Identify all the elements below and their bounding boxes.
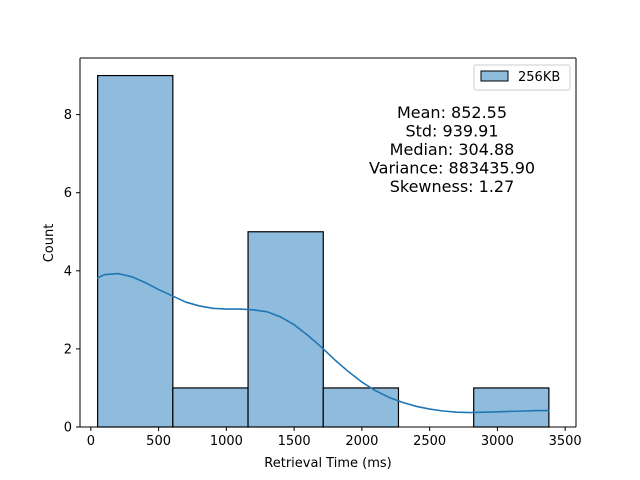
x-tick-label: 3000 bbox=[481, 434, 514, 449]
x-tick-label: 3500 bbox=[549, 434, 582, 449]
kde-line bbox=[96, 272, 550, 414]
histogram-bar bbox=[473, 387, 550, 428]
y-tick-label: 6 bbox=[64, 186, 72, 201]
stats-line: Skewness: 1.27 bbox=[390, 177, 515, 196]
x-tick-label: 1500 bbox=[278, 434, 311, 449]
y-tick-label: 0 bbox=[64, 421, 72, 436]
legend-swatch bbox=[480, 70, 509, 82]
y-axis-label: Count bbox=[42, 224, 57, 263]
stats-line: Mean: 852.55 bbox=[397, 103, 507, 122]
x-tick-label: 1000 bbox=[210, 434, 243, 449]
x-tick-label: 0 bbox=[87, 434, 95, 449]
x-tick-label: 2000 bbox=[345, 434, 378, 449]
x-tick-label: 2500 bbox=[413, 434, 446, 449]
ticks-layer: 0 500 1000 1500 2000 2500 3000 3500 0 2 4 6 8 bbox=[64, 108, 582, 449]
histogram-bar bbox=[97, 74, 174, 428]
stats-line: Median: 304.88 bbox=[390, 140, 515, 159]
legend-label: 256KB bbox=[518, 70, 560, 85]
kde-layer bbox=[96, 272, 550, 414]
x-axis-label: Retrieval Time (ms) bbox=[264, 456, 391, 471]
legend: 256KB bbox=[473, 64, 571, 91]
bars-layer bbox=[97, 74, 550, 428]
stats-line: Std: 939.91 bbox=[405, 122, 498, 141]
axes-layer bbox=[79, 57, 577, 428]
histogram-bar bbox=[247, 231, 324, 428]
stats-line: Variance: 883435.90 bbox=[369, 159, 535, 178]
histogram-bar bbox=[172, 387, 249, 428]
y-tick-label: 2 bbox=[64, 342, 72, 357]
y-tick-label: 4 bbox=[64, 264, 72, 279]
histogram-bar bbox=[322, 387, 400, 428]
x-tick-label: 500 bbox=[146, 434, 171, 449]
y-tick-label: 8 bbox=[64, 108, 72, 123]
